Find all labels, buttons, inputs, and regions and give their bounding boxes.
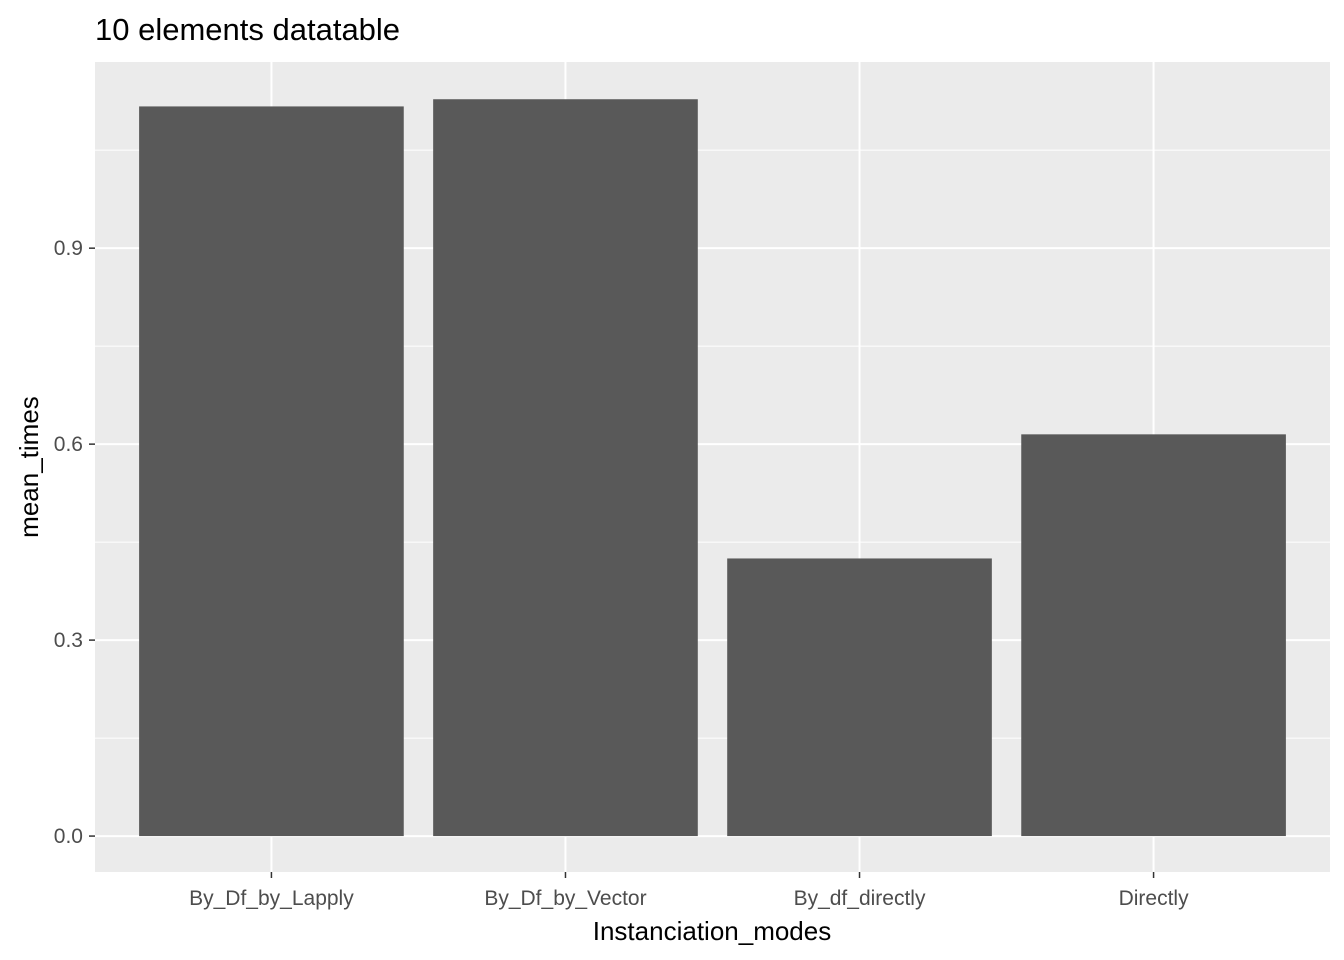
- y-tick-label: 0.6: [54, 433, 83, 456]
- bar-Directly: [1021, 434, 1286, 837]
- bar-By_Df_by_Lapply: [139, 106, 404, 837]
- bar-By_Df_by_Vector: [433, 99, 698, 837]
- x-axis-title: Instanciation_modes: [593, 916, 831, 946]
- chart-title: 10 elements datatable: [95, 12, 400, 47]
- y-tick-label: 0.9: [54, 237, 83, 260]
- bars: [139, 99, 1286, 837]
- y-axis: 0.0 0.3 0.6 0.9: [54, 237, 95, 848]
- y-tick-label: 0.0: [54, 825, 83, 848]
- x-tick-label: By_df_directly: [794, 887, 926, 910]
- bar-By_df_directly: [727, 558, 992, 837]
- x-tick-label: Directly: [1119, 887, 1190, 910]
- x-tick-label: By_Df_by_Vector: [484, 887, 646, 910]
- x-axis: By_Df_by_Lapply By_Df_by_Vector By_df_dire…: [189, 872, 1189, 910]
- x-tick-label: By_Df_by_Lapply: [189, 887, 354, 910]
- y-tick-label: 0.3: [54, 629, 83, 652]
- y-axis-title: mean_times: [14, 396, 44, 538]
